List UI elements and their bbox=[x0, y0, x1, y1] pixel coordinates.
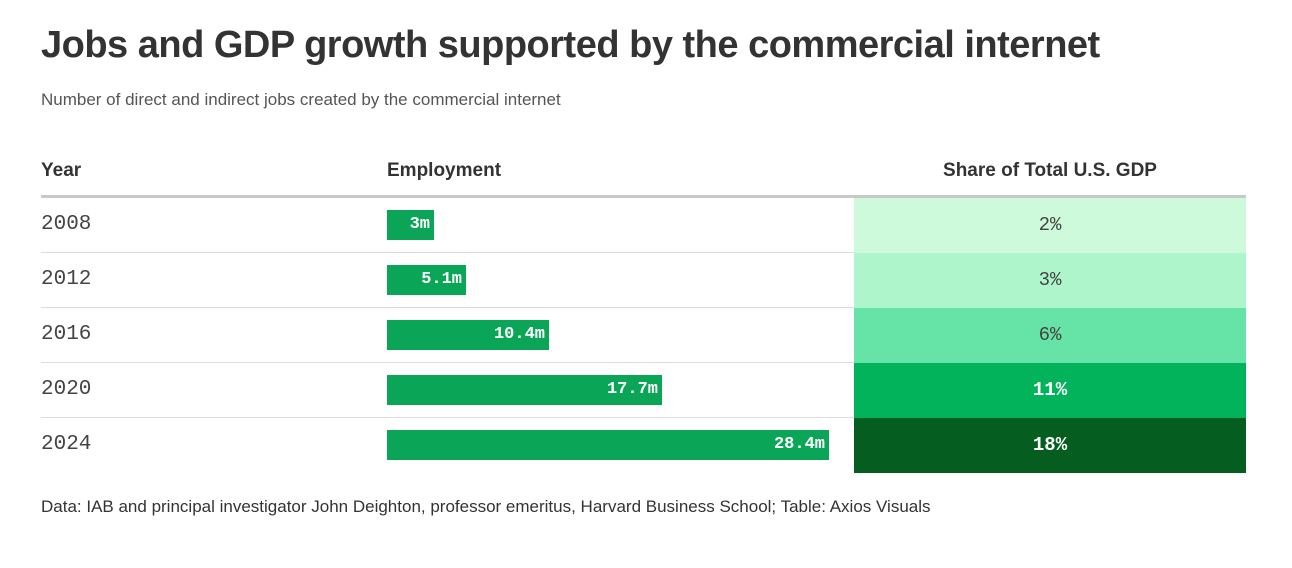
column-header-year: Year bbox=[41, 160, 82, 181]
employment-bar: 10.4m bbox=[387, 320, 549, 350]
gdp-share-cell: 18% bbox=[854, 418, 1246, 473]
table-row: 2012 5.1m 3% bbox=[41, 253, 1246, 308]
year-cell: 2012 bbox=[41, 268, 92, 291]
table-row: 2008 3m 2% bbox=[41, 198, 1246, 253]
gdp-share-cell: 3% bbox=[854, 253, 1246, 308]
header-divider bbox=[41, 195, 1246, 198]
year-cell: 2008 bbox=[41, 213, 92, 236]
employment-bar: 28.4m bbox=[387, 430, 829, 460]
employment-bar: 3m bbox=[387, 210, 434, 240]
gdp-share-cell: 2% bbox=[854, 198, 1246, 253]
table-row: 2024 28.4m 18% bbox=[41, 418, 1246, 473]
year-cell: 2020 bbox=[41, 378, 92, 401]
chart-title: Jobs and GDP growth supported by the com… bbox=[41, 24, 1100, 66]
employment-bar: 17.7m bbox=[387, 375, 662, 405]
year-cell: 2016 bbox=[41, 323, 92, 346]
column-header-employment: Employment bbox=[387, 160, 502, 181]
gdp-share-cell: 11% bbox=[854, 363, 1246, 418]
table-body: 2008 3m 2% 2012 5.1m 3% 2016 10.4m 6% 2020 17.7m 11… bbox=[41, 198, 1246, 473]
column-header-gdp-share: Share of Total U.S. GDP bbox=[943, 160, 1157, 181]
employment-bar: 5.1m bbox=[387, 265, 466, 295]
gdp-share-cell: 6% bbox=[854, 308, 1246, 363]
table-row: 2016 10.4m 6% bbox=[41, 308, 1246, 363]
table-row: 2020 17.7m 11% bbox=[41, 363, 1246, 418]
chart-subtitle: Number of direct and indirect jobs creat… bbox=[41, 90, 561, 109]
year-cell: 2024 bbox=[41, 433, 92, 456]
source-note: Data: IAB and principal investigator Joh… bbox=[41, 497, 931, 516]
